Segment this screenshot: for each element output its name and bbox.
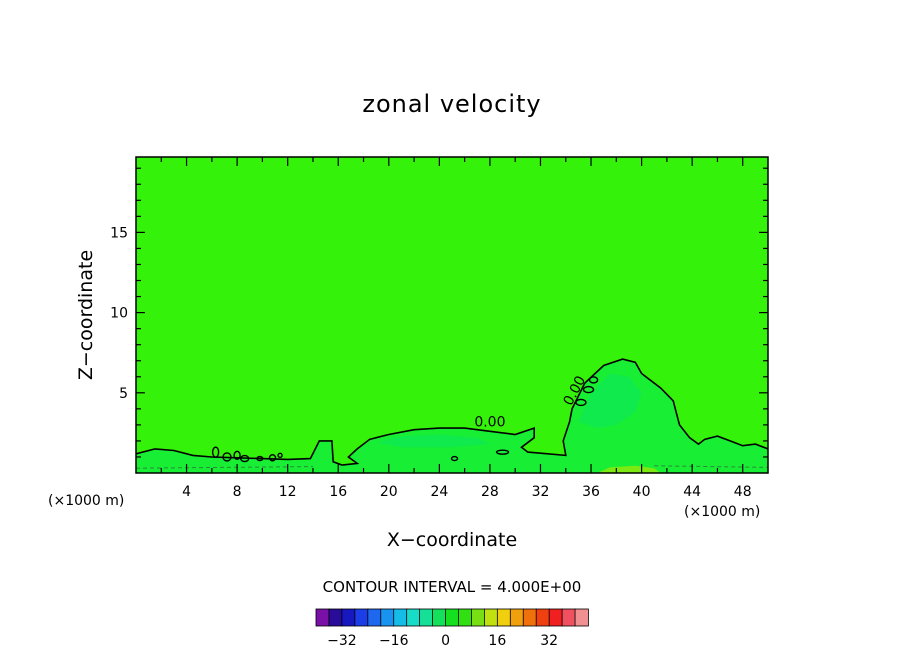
y-tick-label: 5 (119, 386, 128, 402)
x-units-right: (×1000 m) (684, 504, 760, 520)
contour-label: 0.00 (474, 414, 505, 430)
colorbar-swatch (445, 608, 460, 627)
colorbar-swatch (483, 608, 499, 627)
positive-region (597, 465, 661, 473)
colorbar-swatch (522, 608, 537, 627)
x-axis-ticks: 4 8 12 16 20 24 28 32 36 40 44 48 (160, 157, 752, 500)
y-tick-label: 10 (110, 306, 128, 322)
colorbar-ticks: −32 −16 0 16 32 (327, 633, 558, 649)
negative-dashed-contour (136, 465, 768, 469)
colorbar-swatch (354, 608, 369, 627)
colorbar-swatch (471, 608, 486, 627)
x-tick-label: 44 (683, 484, 701, 500)
colorbar-swatch (341, 608, 356, 627)
colorbar-swatch (432, 608, 447, 627)
colorbar-swatch (535, 608, 550, 627)
colorbar-swatch (574, 608, 589, 627)
colorbar-swatch (380, 608, 395, 627)
colorbar (315, 608, 589, 627)
y-axis-label: Z−coordinate (75, 250, 97, 380)
negative-core-region-left (578, 373, 642, 429)
x-tick-label: 24 (430, 484, 448, 500)
colorbar-tick-label: 32 (540, 633, 558, 649)
x-tick-label: 28 (481, 484, 499, 500)
colorbar-swatch (393, 608, 408, 627)
colorbar-tick-label: −16 (379, 633, 409, 649)
chart-title: zonal velocity (362, 90, 541, 118)
zero-contour-line (136, 358, 768, 466)
colorbar-swatch (328, 608, 343, 627)
colorbar-swatch (406, 608, 421, 627)
x-tick-label: 16 (329, 484, 347, 500)
x-tick-label: 4 (182, 484, 191, 500)
colorbar-tick-label: −32 (327, 633, 357, 649)
colorbar-swatch (509, 608, 525, 627)
y-tick-label: 15 (110, 225, 128, 241)
x-tick-label: 8 (233, 484, 242, 500)
x-tick-label: 20 (380, 484, 398, 500)
colorbar-swatch (496, 608, 512, 627)
x-tick-label: 48 (734, 484, 752, 500)
contour-fills (136, 358, 768, 473)
x-tick-label: 12 (279, 484, 297, 500)
colorbar-swatch (561, 608, 576, 627)
plot-frame (135, 156, 769, 474)
x-axis-label: X−coordinate (387, 529, 517, 551)
x-units-left: (×1000 m) (48, 493, 124, 509)
colorbar-swatch (419, 608, 434, 627)
colorbar-swatch (315, 608, 330, 627)
colorbar-tick-label: 0 (441, 633, 450, 649)
x-tick-label: 36 (582, 484, 600, 500)
contour-interval-text: CONTOUR INTERVAL = 4.000E+00 (323, 578, 582, 596)
colorbar-swatch (458, 608, 473, 627)
negative-core-region-right (376, 434, 490, 448)
x-tick-label: 32 (532, 484, 550, 500)
x-tick-label: 40 (633, 484, 651, 500)
y-axis-ticks: 5 10 15 (110, 167, 768, 458)
colorbar-swatch (548, 608, 563, 627)
colorbar-swatch (367, 608, 382, 627)
colorbar-tick-label: 16 (488, 633, 506, 649)
eddy-contours (211, 376, 599, 463)
